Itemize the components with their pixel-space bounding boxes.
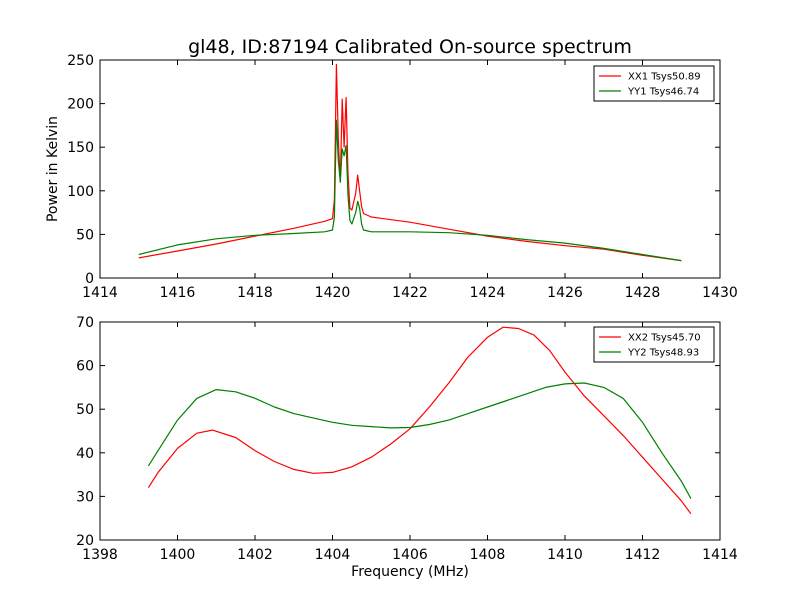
x-tick-label: 1402 xyxy=(237,547,273,563)
y-tick-label: 70 xyxy=(76,315,94,331)
series-line-xx xyxy=(147,326,692,515)
x-tick-label: 1416 xyxy=(160,285,196,301)
x-tick-label: 1426 xyxy=(547,285,583,301)
x-tick-label: 1412 xyxy=(625,547,661,563)
y-tick-label: 30 xyxy=(76,489,94,505)
figure-title: gl48, ID:87194 Calibrated On-source spec… xyxy=(188,36,632,58)
series-line-yy xyxy=(138,119,682,262)
y-tick-label: 60 xyxy=(76,359,94,375)
x-tick-label: 1410 xyxy=(547,547,583,563)
y-tick-label: 250 xyxy=(67,53,94,69)
x-tick-label: 1430 xyxy=(702,285,738,301)
x-tick-label: 1422 xyxy=(392,285,428,301)
x-tick-label: 1428 xyxy=(625,285,661,301)
y-axis-label: Power in Kelvin xyxy=(45,116,61,222)
x-tick-label: 1398 xyxy=(82,547,118,563)
y-tick-label: 40 xyxy=(76,446,94,462)
y-tick-label: 20 xyxy=(76,533,94,549)
x-tick-label: 1406 xyxy=(392,547,428,563)
x-tick-label: 1418 xyxy=(237,285,273,301)
legend: XX2 Tsys45.70 YY2 Tsys48.93 xyxy=(593,326,715,363)
y-tick-label: 150 xyxy=(67,140,94,156)
x-tick-label: 1414 xyxy=(702,547,738,563)
series-line-xx xyxy=(138,63,682,262)
y-tick-label: 200 xyxy=(67,97,94,113)
x-tick-label: 1408 xyxy=(470,547,506,563)
y-tick-label: 50 xyxy=(76,227,94,243)
x-tick-label: 1424 xyxy=(470,285,506,301)
legend-label: XX1 Tsys50.89 xyxy=(628,72,701,83)
legend-box xyxy=(593,65,715,102)
y-tick-label: 100 xyxy=(67,184,94,200)
y-tick-label: 0 xyxy=(85,271,94,287)
legend: XX1 Tsys50.89 YY1 Tsys46.74 xyxy=(593,65,715,102)
x-tick-label: 1404 xyxy=(315,547,351,563)
bottom-plot: 1398 1400 1402 1404 1406 1408 1410 1412 1414 20 30… xyxy=(76,315,738,580)
legend-label: YY1 Tsys46.74 xyxy=(627,87,699,98)
x-tick-label: 1400 xyxy=(160,547,196,563)
legend-box xyxy=(593,326,715,363)
x-axis-label: Frequency (MHz) xyxy=(351,564,469,580)
top-plot: 1414 1416 1418 1420 1422 1424 1426 1428 1430 0 50 1… xyxy=(45,53,738,301)
x-tick-label: 1420 xyxy=(315,285,351,301)
legend-label: XX2 Tsys45.70 xyxy=(628,333,701,344)
x-tick-label: 1414 xyxy=(82,285,118,301)
y-tick-label: 50 xyxy=(76,402,94,418)
legend-label: YY2 Tsys48.93 xyxy=(627,348,699,359)
series-line-yy xyxy=(147,382,692,499)
